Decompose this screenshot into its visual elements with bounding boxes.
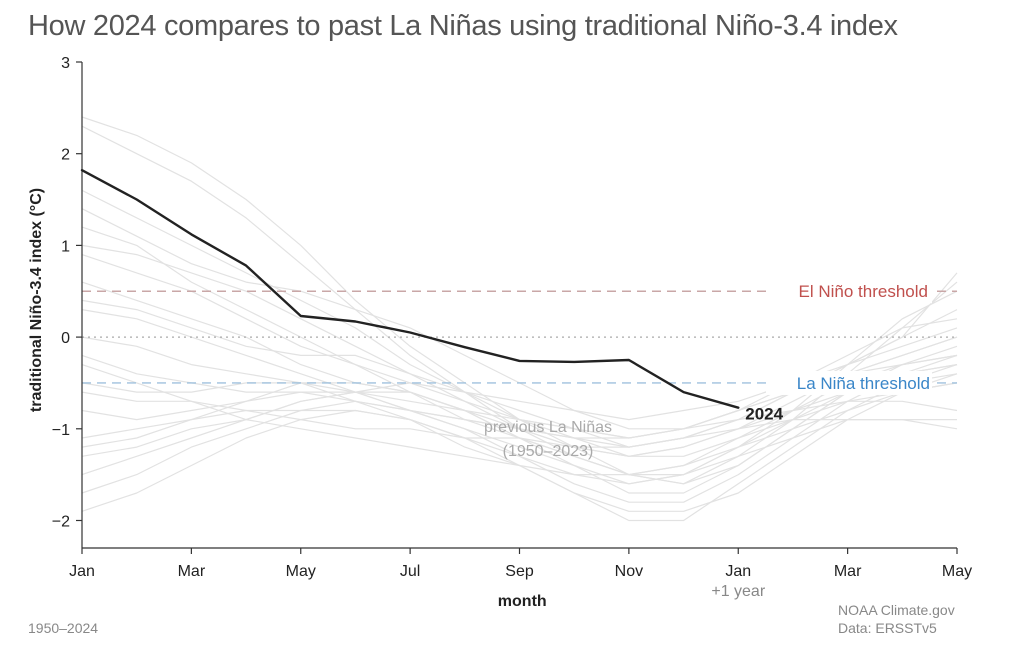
historical-series-line	[81, 354, 958, 503]
y-tick-label: 2	[61, 147, 70, 164]
source-label: NOAA Climate.gov	[838, 602, 955, 618]
period-label: 1950–2024	[28, 620, 99, 636]
data-source-label: Data: ERSSTv5	[838, 620, 937, 636]
y-tick-label: 0	[61, 330, 70, 347]
y-axis-title: traditional Niño-3.4 index (°C)	[28, 188, 45, 412]
historical-series-line	[81, 309, 958, 485]
background-series-label-line2: (1950–2023)	[503, 443, 594, 460]
historical-series-line	[81, 391, 957, 448]
x-tick-label: Jul	[400, 563, 420, 580]
background-series-label-line1: previous La Niñas	[484, 419, 612, 436]
x-tick-label: Mar	[834, 563, 862, 580]
highlight-series-group: 2024	[80, 169, 784, 424]
x-tick-label: Sep	[505, 563, 534, 580]
x-tick-label: Jan	[69, 563, 95, 580]
y-tick-label: 3	[61, 55, 70, 72]
x-tick-label: May	[942, 563, 972, 580]
labels-group: El Niño threshold La Niña threshold previo…	[484, 279, 932, 460]
historical-series-line	[81, 391, 958, 439]
el-nino-threshold-label: El Niño threshold	[799, 282, 928, 301]
historical-series-line	[81, 208, 958, 430]
la-nina-threshold-label: La Niña threshold	[797, 374, 930, 393]
x-tick-sublabel: +1 year	[711, 583, 765, 600]
x-tick-label: Nov	[615, 563, 643, 580]
historical-series-group	[81, 116, 958, 522]
x-tick-label: Mar	[178, 563, 206, 580]
y-tick-label: 1	[61, 238, 70, 255]
historical-series-line	[81, 364, 958, 476]
reference-lines-group	[82, 290, 957, 384]
x-tick-label: May	[286, 563, 316, 580]
el-nino-label-bg	[766, 279, 932, 304]
highlight-series-line	[80, 169, 740, 409]
historical-series-line	[81, 299, 958, 457]
la-nina-label-bg	[766, 370, 932, 395]
x-axis-title: month	[498, 593, 547, 610]
x-tick-label: Jan	[725, 563, 751, 580]
highlight-series-label: 2024	[745, 405, 783, 424]
axes-group: 3 2 1 0 −1 −2 Jan Mar May Jul Sep Nov Jan Mar May +1 ye…	[28, 55, 972, 610]
chart-title: How 2024 compares to past La Niñas using…	[28, 10, 898, 42]
y-tick-label: −2	[52, 513, 70, 530]
y-tick-label: −1	[52, 422, 70, 439]
